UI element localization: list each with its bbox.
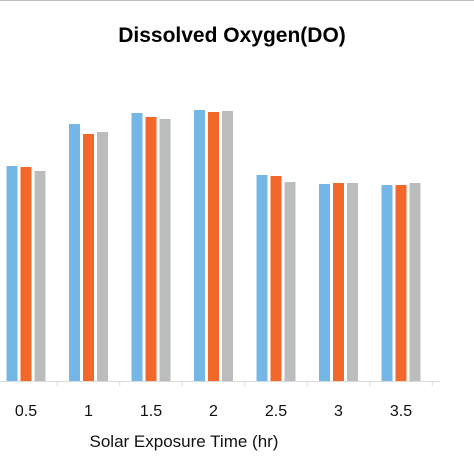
bar-series-2-3 (333, 183, 344, 381)
x-tick-label: 2.5 (265, 403, 287, 420)
bar-series-3-2 (222, 111, 233, 381)
chart-title: Dissolved Oxygen(DO) (118, 24, 346, 47)
x-tick-label: 0.5 (15, 403, 37, 420)
bar-series-2-2.5 (270, 176, 282, 381)
bar-series-1-3 (319, 184, 330, 381)
bar-series-3-3.5 (409, 183, 421, 381)
bar-series-3-2.5 (284, 182, 296, 381)
bar-series-3-3 (347, 183, 358, 381)
bar-series-1-3.5 (381, 185, 393, 381)
x-tick-label: 1 (84, 403, 93, 420)
bar-series-3-0.5 (34, 171, 46, 381)
bars-group (6, 110, 421, 381)
x-tick-label: 3.5 (390, 403, 412, 420)
bar-series-3-1.5 (159, 119, 171, 381)
bar-series-2-0.5 (20, 167, 32, 381)
bar-series-1-2.5 (256, 175, 268, 381)
x-tick-label: 3 (334, 403, 343, 420)
bar-series-1-1.5 (131, 113, 143, 381)
bar-series-1-0.5 (6, 166, 18, 381)
x-axis-title: Solar Exposure Time (hr) (90, 432, 279, 451)
bar-series-1-2 (194, 110, 205, 381)
bar-series-2-3.5 (395, 185, 407, 381)
bar-series-2-1 (83, 134, 94, 381)
bar-series-1-1 (69, 124, 80, 381)
bar-series-2-2 (208, 112, 219, 381)
x-tick-labels: 0.5 1 1.5 2 2.5 3 3.5 (15, 381, 433, 420)
bar-series-2-1.5 (145, 117, 157, 381)
x-tick-label: 1.5 (140, 403, 162, 420)
bar-series-3-1 (97, 132, 108, 381)
x-tick-label: 2 (209, 403, 218, 420)
